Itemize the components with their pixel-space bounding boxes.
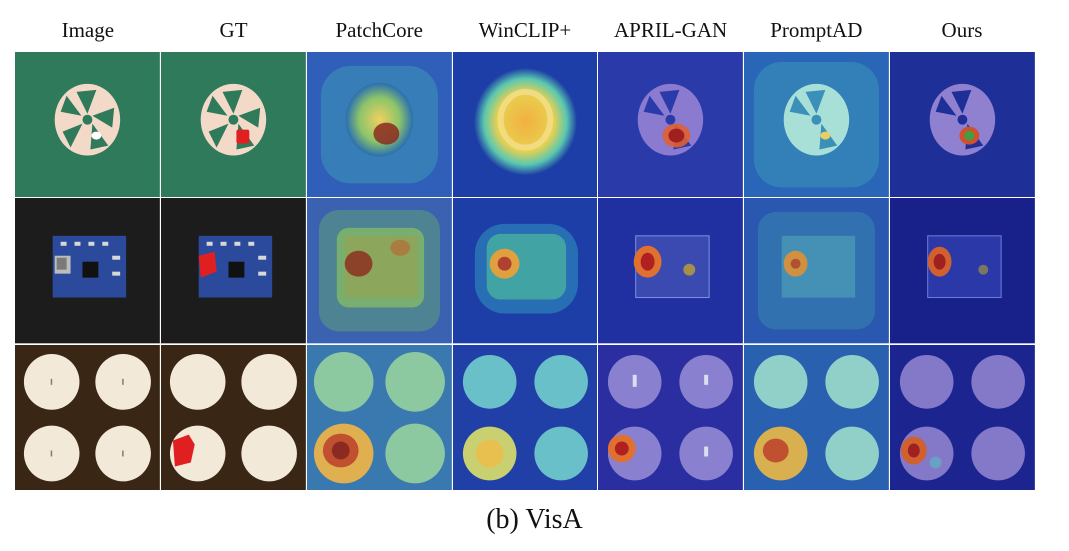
row2-winclip [452, 198, 598, 344]
row1-patchcore [306, 52, 452, 198]
row2-image [15, 198, 160, 344]
row2-promptad [744, 198, 890, 344]
row1-promptad [744, 52, 890, 198]
row2-gt [160, 198, 306, 344]
col-title-aprilgan: APRIL-GAN [614, 18, 728, 42]
row2-ours [890, 198, 1035, 344]
row3-patchcore [306, 344, 452, 490]
row1-winclip [452, 52, 598, 198]
comparison-grid [15, 52, 1035, 490]
row3-image [15, 344, 160, 490]
row3-winclip [452, 344, 598, 490]
figure-caption: (b) VisA [486, 504, 583, 535]
col-title-ours: Ours [941, 18, 983, 42]
col-title-winclip: WinCLIP+ [478, 18, 572, 42]
column-header-row: Image GT PatchCore WinCLIP+ APRIL-GAN Pr… [15, 12, 1035, 48]
row3-ours [890, 344, 1035, 490]
row1-image [15, 52, 160, 198]
row3-promptad [744, 344, 890, 490]
row1-aprilgan [598, 52, 744, 198]
row3-aprilgan [598, 344, 744, 490]
row3-gt [160, 344, 306, 490]
row1-ours [890, 52, 1035, 198]
col-title-patchcore: PatchCore [335, 18, 423, 42]
row2-aprilgan [598, 198, 744, 344]
col-title-image: Image [61, 18, 115, 42]
row1-gt [160, 52, 306, 198]
col-title-gt: GT [219, 18, 248, 42]
col-title-promptad: PromptAD [770, 18, 863, 42]
row2-patchcore [306, 198, 452, 344]
